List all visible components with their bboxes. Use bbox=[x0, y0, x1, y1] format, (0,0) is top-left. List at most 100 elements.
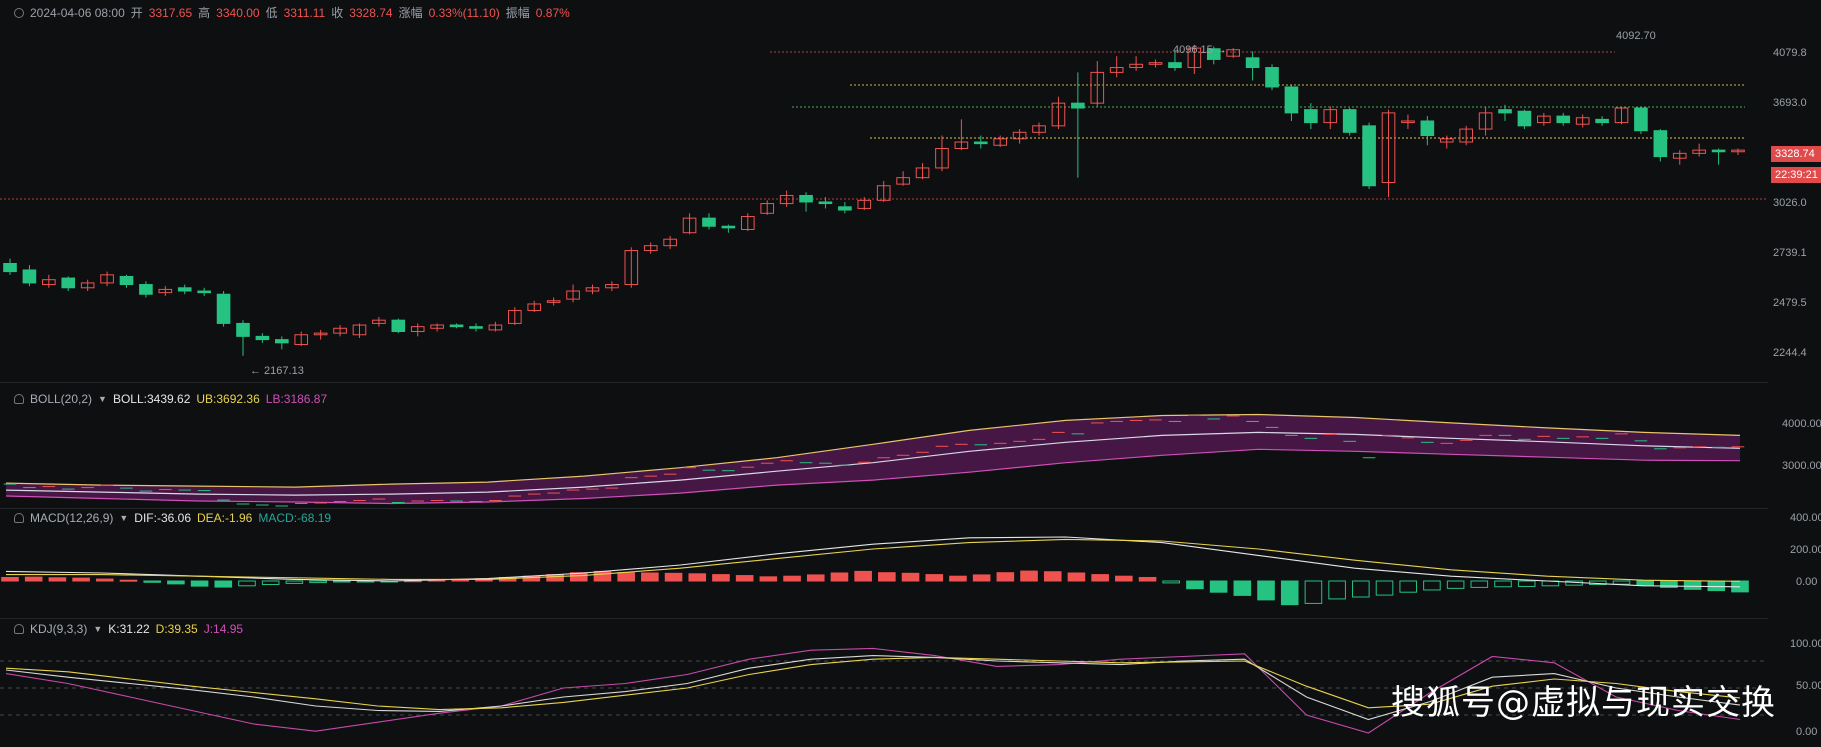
dropdown-caret-icon[interactable]: ▼ bbox=[98, 394, 107, 404]
price-axis-tick: 4079.8 bbox=[1773, 47, 1807, 59]
macd-histogram-bar bbox=[1375, 580, 1394, 596]
candle-timestamp: 2024-04-06 08:00 bbox=[30, 5, 125, 20]
macd-histogram-bar bbox=[1067, 572, 1086, 582]
macd-histogram-bar bbox=[735, 575, 754, 582]
macd-histogram-bar bbox=[1683, 580, 1702, 590]
candle-body bbox=[993, 138, 1008, 146]
macd-histogram-bar bbox=[1257, 580, 1275, 601]
macd-histogram-bar bbox=[712, 574, 730, 582]
macd-histogram-bar bbox=[309, 580, 327, 584]
macd-histogram-bar bbox=[1209, 580, 1228, 593]
candle-body bbox=[100, 274, 114, 284]
candle-body bbox=[702, 217, 716, 227]
candle-body bbox=[1731, 149, 1745, 153]
candle-body bbox=[1711, 149, 1726, 153]
macd-histogram-bar bbox=[1612, 580, 1631, 585]
macd-histogram-bar bbox=[1470, 580, 1489, 588]
candle-body bbox=[333, 327, 347, 334]
low-value: 3311.11 bbox=[283, 5, 326, 20]
candle-body bbox=[1168, 62, 1182, 69]
ohlc-legend: 2024-04-06 08:00 开 3317.65 高 3340.00 低 3311… bbox=[14, 4, 570, 21]
candle-body bbox=[624, 250, 639, 286]
alert-bell-icon[interactable] bbox=[14, 624, 24, 634]
macd-histogram-bar bbox=[830, 572, 849, 582]
high-value: 3340.00 bbox=[216, 5, 260, 20]
candle-body bbox=[1614, 107, 1629, 124]
macd-histogram-bar bbox=[641, 572, 659, 582]
boll-band-fill bbox=[6, 414, 1740, 504]
candle-body bbox=[1012, 131, 1027, 140]
dropdown-caret-icon[interactable]: ▼ bbox=[119, 513, 129, 523]
pane-divider[interactable] bbox=[0, 508, 1768, 509]
candle-body bbox=[1090, 71, 1105, 104]
macd-histogram-bar bbox=[1707, 580, 1726, 592]
macd-histogram-bar bbox=[1636, 580, 1655, 586]
candle-body bbox=[838, 206, 852, 211]
macd-histogram-bar bbox=[593, 570, 612, 582]
candle-body bbox=[158, 288, 173, 294]
macd-histogram-bar bbox=[1352, 580, 1370, 598]
boll-upper-line bbox=[5, 413, 1741, 488]
collapse-icon[interactable] bbox=[14, 7, 24, 18]
boll-upper-value: UB:3692.36 bbox=[196, 392, 260, 406]
price-axis-tick: 3026.0 bbox=[1773, 197, 1807, 209]
candle-body bbox=[139, 284, 153, 295]
candle-body bbox=[1187, 47, 1202, 69]
candle-body bbox=[682, 217, 697, 234]
candle-body bbox=[488, 324, 503, 331]
price-axis-tick: 2739.1 bbox=[1773, 247, 1807, 259]
kdj-j-value: J:14.95 bbox=[203, 622, 244, 636]
macd-histogram-bar bbox=[1043, 571, 1062, 582]
macd-histogram-bar bbox=[72, 577, 90, 582]
last-price-tag: 3328.74 bbox=[1771, 146, 1821, 162]
macd-histogram-bar bbox=[24, 576, 43, 582]
candle-body bbox=[876, 185, 891, 201]
kdj-axis-tick: 100.00 bbox=[1790, 638, 1821, 650]
candle-body bbox=[372, 319, 386, 324]
candle-body bbox=[3, 262, 17, 273]
candle-body bbox=[799, 194, 813, 203]
macd-histogram-bar bbox=[664, 572, 683, 582]
macd-histogram-bar bbox=[1304, 580, 1323, 604]
macd-histogram-bar bbox=[332, 580, 351, 583]
macd-histogram-bar bbox=[972, 574, 991, 582]
candle-body bbox=[469, 326, 483, 329]
candle-body bbox=[546, 300, 561, 303]
kdj-indicator-name[interactable]: KDJ(9,3,3) bbox=[30, 622, 88, 636]
high-label: 高 bbox=[198, 6, 211, 20]
dropdown-caret-icon[interactable]: ▼ bbox=[93, 624, 103, 634]
macd-axis-tick: 400.00 bbox=[1790, 512, 1821, 524]
candle-body bbox=[1032, 125, 1046, 133]
kdj-k-value: K:31.22 bbox=[108, 622, 150, 636]
candle-body bbox=[313, 332, 328, 336]
candle-body bbox=[1342, 109, 1357, 133]
macd-indicator-name[interactable]: MACD(12,26,9) bbox=[30, 511, 114, 525]
macd-histogram-bar bbox=[261, 580, 280, 586]
candle-body bbox=[1517, 110, 1532, 127]
pane-divider[interactable] bbox=[0, 618, 1768, 619]
macd-histogram-bar bbox=[1494, 580, 1512, 588]
candle-body bbox=[740, 216, 755, 230]
boll-mid-value: BOLL:3439.62 bbox=[112, 392, 191, 406]
boll-indicator-name[interactable]: BOLL(20,2) bbox=[30, 392, 93, 406]
price-axis-tick: 2479.5 bbox=[1773, 297, 1807, 309]
alert-bell-icon[interactable] bbox=[14, 513, 24, 523]
candle-body bbox=[177, 287, 192, 292]
candle-body bbox=[1051, 102, 1066, 127]
macd-histogram-bar bbox=[925, 574, 944, 582]
candle-body bbox=[1537, 115, 1551, 124]
candle-body bbox=[1381, 112, 1396, 184]
macd-dif-line bbox=[5, 536, 1741, 588]
candle-body bbox=[896, 177, 910, 185]
boll-mid-line bbox=[5, 431, 1741, 496]
pane-divider[interactable] bbox=[0, 382, 1768, 383]
candle-body bbox=[352, 324, 367, 336]
macd-histogram-bar bbox=[806, 574, 825, 582]
macd-histogram-bar bbox=[1138, 576, 1157, 582]
low-label: 低 bbox=[265, 6, 278, 20]
candle-body bbox=[1206, 48, 1221, 60]
alert-bell-icon[interactable] bbox=[14, 394, 24, 404]
macd-histogram-bar bbox=[1446, 580, 1465, 589]
change-label: 涨幅 bbox=[398, 6, 423, 20]
